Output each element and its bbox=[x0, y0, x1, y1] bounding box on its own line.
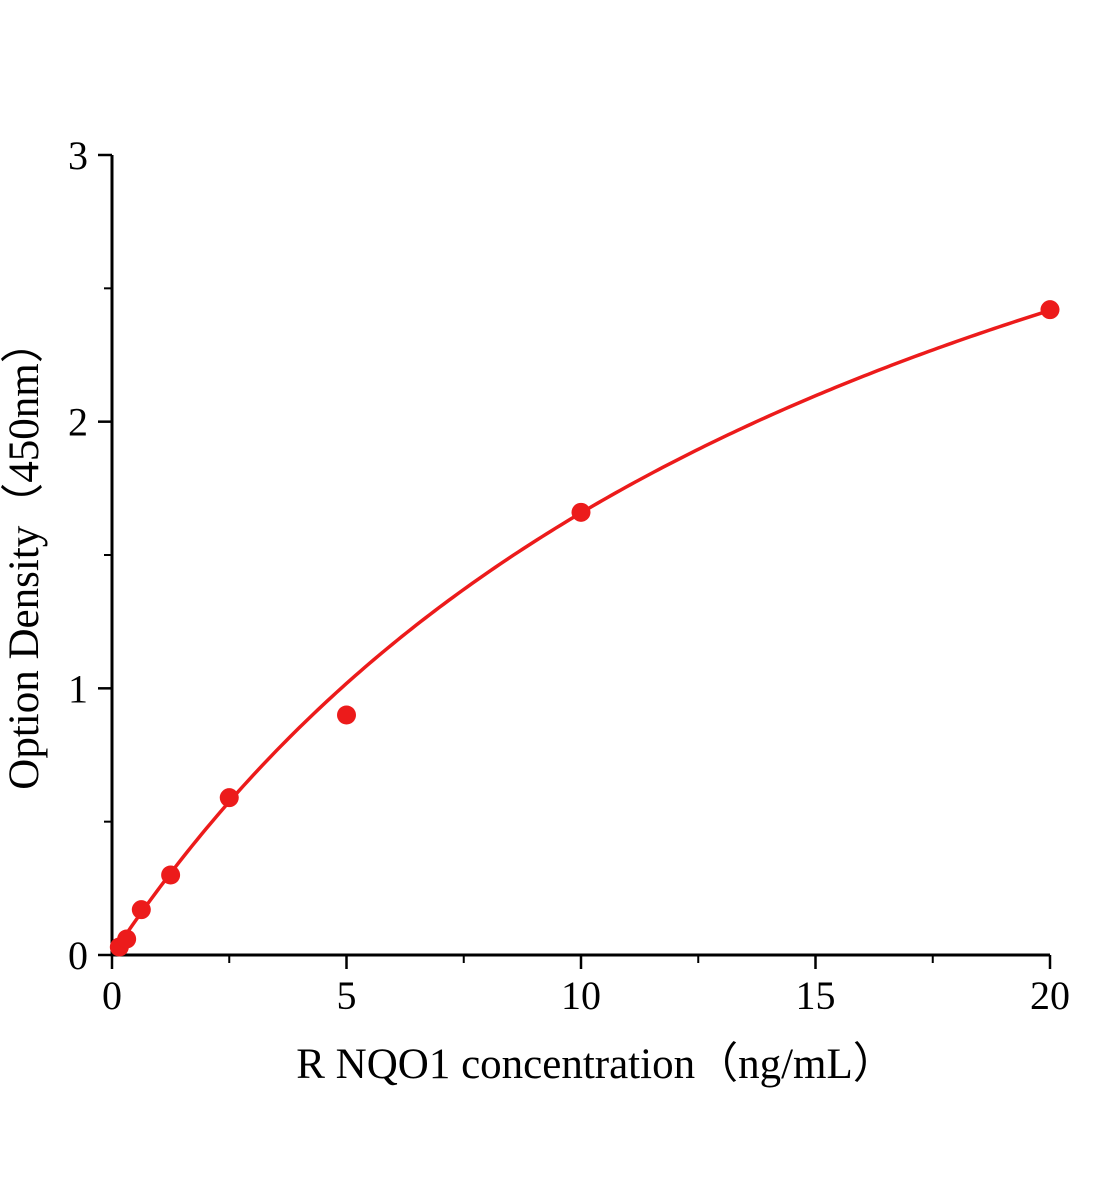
data-point bbox=[571, 502, 591, 522]
x-tick-label: 20 bbox=[1030, 973, 1070, 1018]
x-axis-ticks: 0 5 10 15 20 bbox=[102, 955, 1070, 1018]
data-points bbox=[109, 300, 1060, 957]
fit-curve-line bbox=[115, 308, 1052, 949]
y-axis-ticks: 0 1 2 3 bbox=[68, 133, 112, 978]
data-point bbox=[1040, 300, 1060, 320]
x-tick-label: 10 bbox=[561, 973, 601, 1018]
x-tick-label: 5 bbox=[337, 973, 357, 1018]
x-axis-label: R NQO1 concentration（ng/mL） bbox=[296, 1041, 896, 1088]
y-axis-label: Option Density（450nm） bbox=[1, 320, 48, 789]
x-tick-label: 15 bbox=[796, 973, 836, 1018]
y-tick-label: 1 bbox=[68, 666, 88, 711]
x-tick-label: 0 bbox=[102, 973, 122, 1018]
data-point bbox=[117, 929, 137, 949]
y-tick-label: 3 bbox=[68, 133, 88, 178]
data-point bbox=[161, 865, 181, 885]
data-point bbox=[131, 900, 151, 920]
data-point bbox=[337, 705, 356, 725]
axes bbox=[110, 155, 1050, 957]
data-point bbox=[219, 788, 239, 808]
y-tick-label: 0 bbox=[68, 933, 88, 978]
y-tick-label: 2 bbox=[68, 400, 88, 445]
